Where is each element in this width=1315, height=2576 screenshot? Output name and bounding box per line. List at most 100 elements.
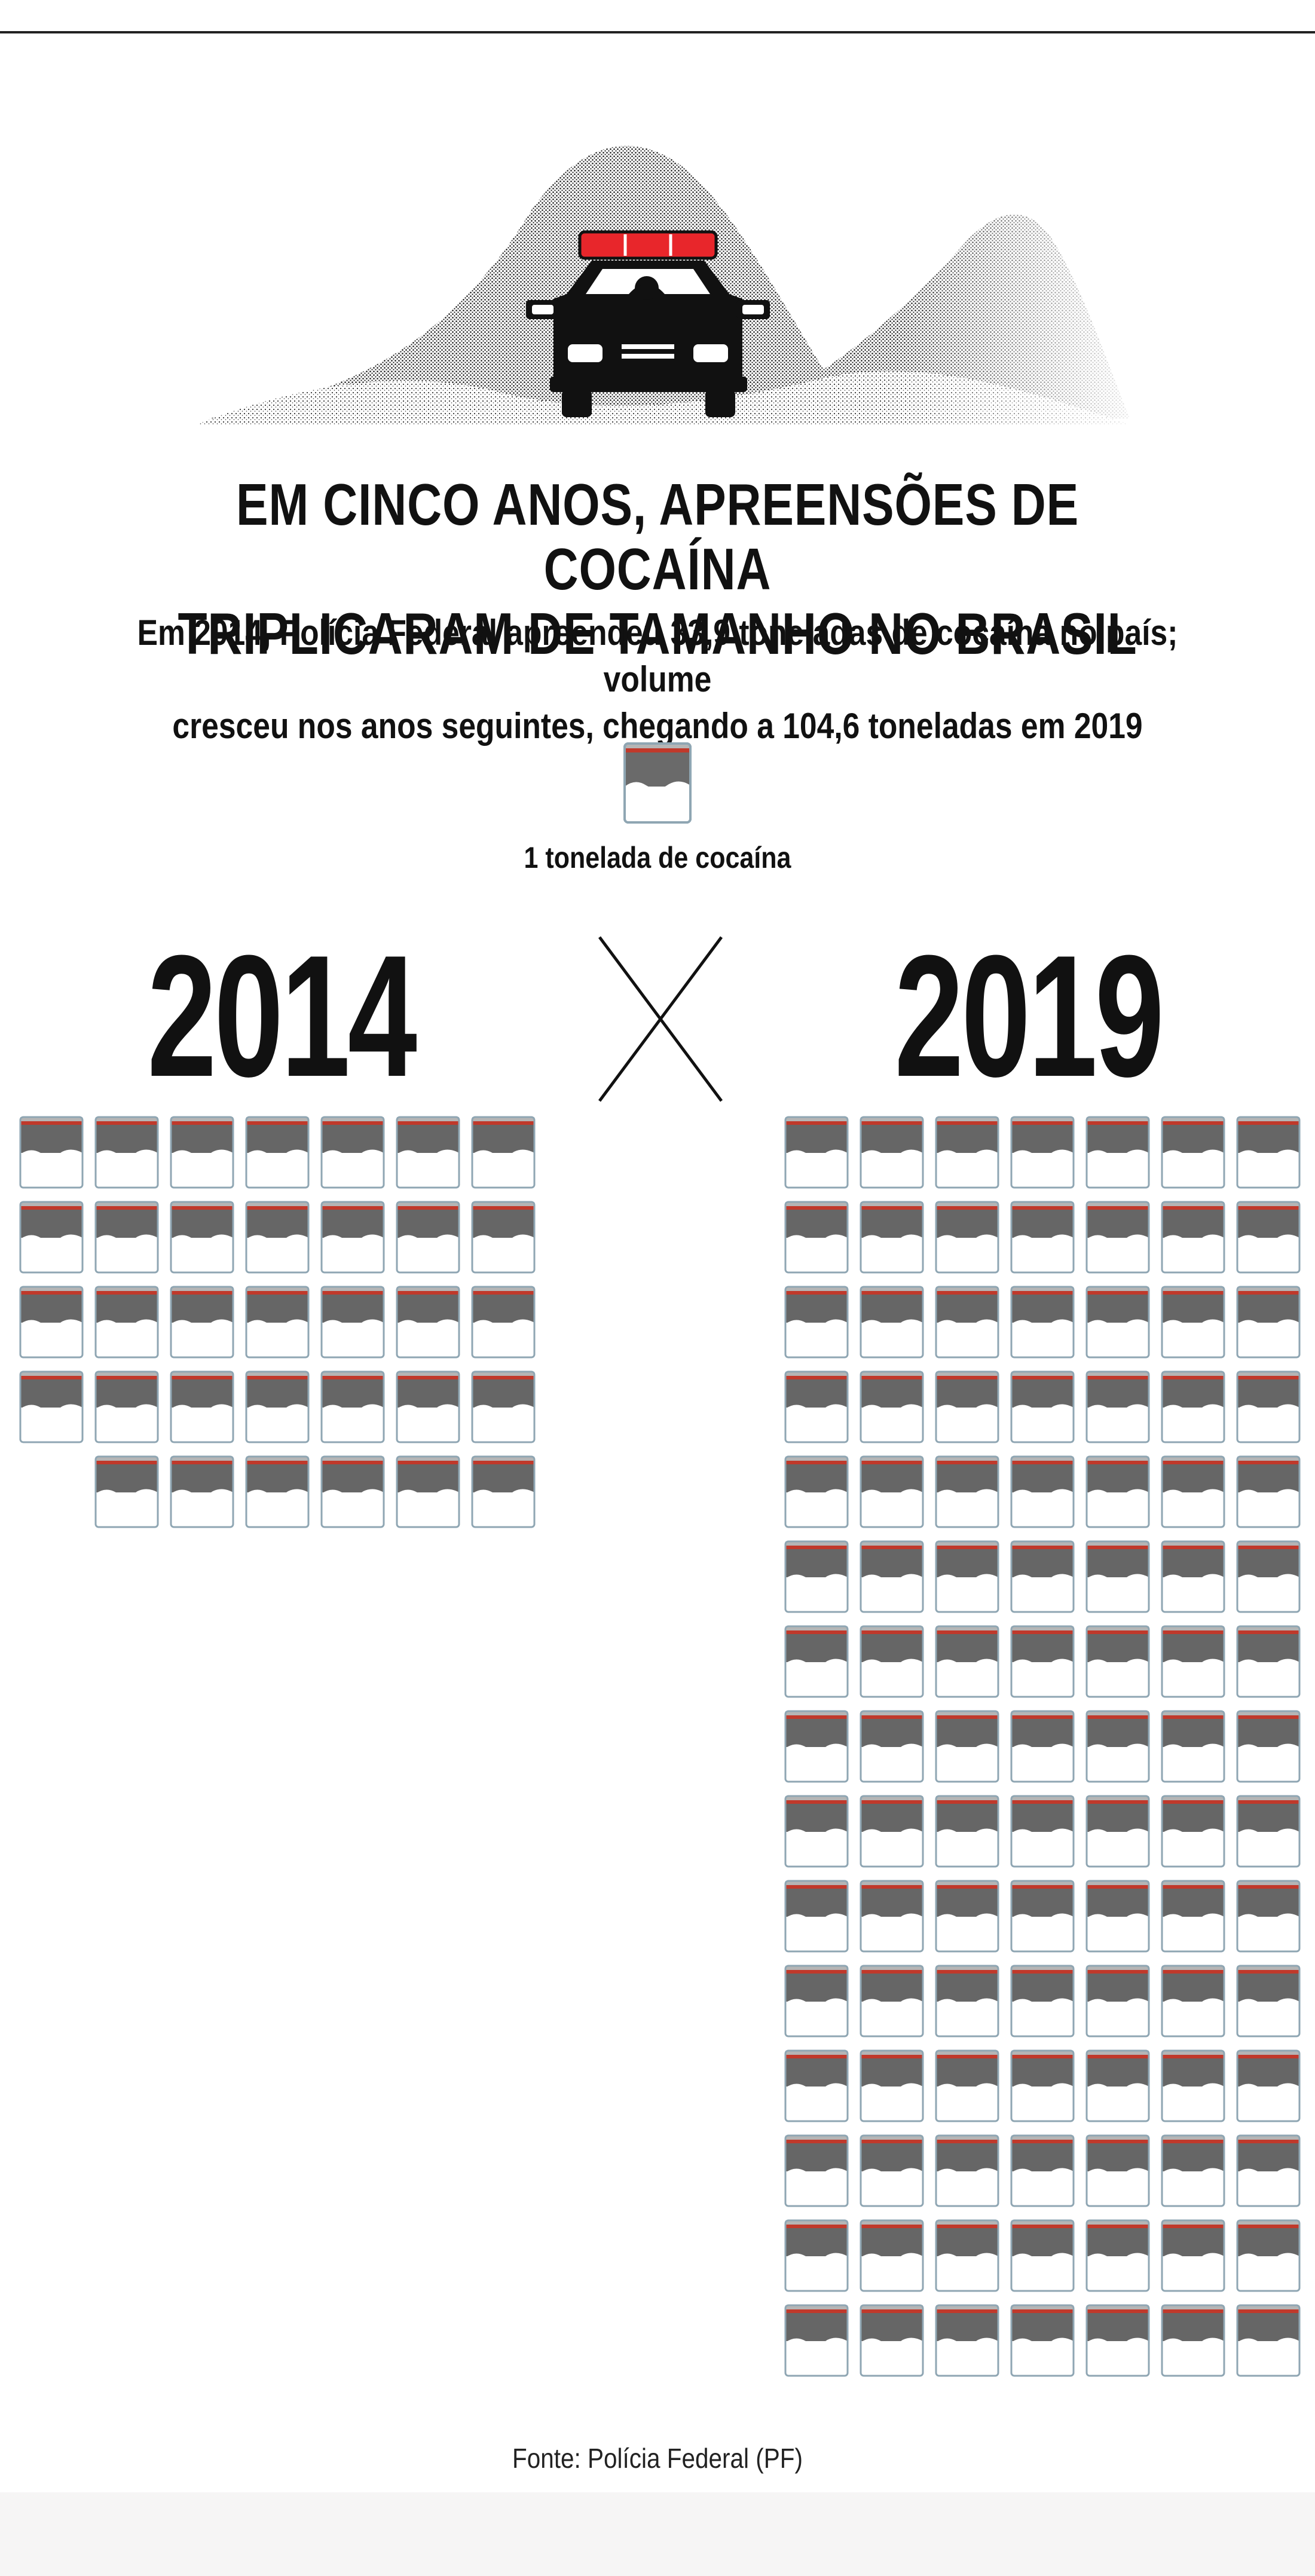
- cocaine-bag-icon: [320, 1370, 385, 1443]
- cocaine-bag-icon: [1236, 1286, 1301, 1359]
- pictogram-2019-svg: [784, 1116, 1301, 2377]
- cocaine-bag-icon: [860, 1455, 924, 1528]
- cocaine-bag-icon: [471, 1116, 536, 1189]
- pictogram-2014-svg: [19, 1116, 536, 1528]
- legend-label: 1 tonelada de cocaína: [524, 841, 791, 874]
- cocaine-bag-icon: [784, 2304, 849, 2377]
- cocaine-bag-icon: [94, 1370, 159, 1443]
- cocaine-bag-icon: [1236, 2134, 1301, 2207]
- cocaine-bag-icon: [935, 1540, 999, 1613]
- cocaine-bag-icon: [935, 1201, 999, 1274]
- cocaine-bag-icon: [935, 1710, 999, 1783]
- cocaine-bag-icon: [935, 2219, 999, 2292]
- cocaine-bag-icon: [1010, 1116, 1075, 1189]
- cocaine-bag-icon: [1010, 2134, 1075, 2207]
- cocaine-bag-icon: [860, 1201, 924, 1274]
- title-line-1: EM CINCO ANOS, APREENSÕES DE COCAÍNA: [236, 472, 1079, 602]
- cocaine-bag-icon: [1236, 2049, 1301, 2122]
- cocaine-bag-icon: [1010, 1710, 1075, 1783]
- cocaine-bag-icon: [860, 1795, 924, 1868]
- cocaine-bag-icon: [1161, 2134, 1225, 2207]
- cocaine-bag-icon: [935, 2134, 999, 2207]
- subtitle-line-1: Em 2014, Polícia Federal apreendeu 33,9 …: [137, 613, 1178, 699]
- cocaine-bag-icon: [784, 1116, 849, 1189]
- cocaine-bag-icon: [784, 1965, 849, 2037]
- cocaine-bag-icon: [396, 1455, 460, 1528]
- cocaine-bag-icon: [1010, 1201, 1075, 1274]
- cocaine-bag-icon: [19, 1201, 84, 1274]
- cocaine-bag-icon: [1161, 1201, 1225, 1274]
- cocaine-bag-icon: [784, 2049, 849, 2122]
- cocaine-bag-icon: [784, 2219, 849, 2292]
- cocaine-bag-icon: [1085, 1455, 1150, 1528]
- cocaine-bag-icon: [860, 2219, 924, 2292]
- cocaine-bag-icon: [320, 1116, 385, 1189]
- cocaine-bag-icon: [1236, 1201, 1301, 1274]
- cocaine-bag-icon: [860, 1965, 924, 2037]
- cocaine-bag-icon: [1085, 2049, 1150, 2122]
- cocaine-bag-icon: [1161, 1370, 1225, 1443]
- cocaine-bag-icon: [1085, 1201, 1150, 1274]
- cocaine-bag-icon: [1085, 1286, 1150, 1359]
- cocaine-bag-icon: [94, 1286, 159, 1359]
- subtitle: Em 2014, Polícia Federal apreendeu 33,9 …: [112, 610, 1202, 749]
- cocaine-bag-icon: [1236, 1370, 1301, 1443]
- cocaine-bag-icon: [935, 1370, 999, 1443]
- cocaine-bag-icon: [396, 1286, 460, 1359]
- cocaine-bag-icon: [784, 1286, 849, 1359]
- cocaine-bag-icon: [1010, 2304, 1075, 2377]
- cocaine-bag-icon: [170, 1455, 234, 1528]
- cocaine-bag-icon: [860, 1116, 924, 1189]
- cocaine-bag-icon: [1161, 1880, 1225, 1953]
- cocaine-bag-icon: [935, 1965, 999, 2037]
- cocaine-bag-icon: [1085, 1795, 1150, 1868]
- cocaine-bag-icon: [784, 1370, 849, 1443]
- cocaine-bag-icon: [471, 1201, 536, 1274]
- cocaine-bag-icon: [935, 1625, 999, 1698]
- cocaine-bag-icon: [784, 1880, 849, 1953]
- cocaine-bag-icon: [1085, 1710, 1150, 1783]
- cocaine-bag-icon: [1236, 1880, 1301, 1953]
- cocaine-bag-icon: [1161, 1540, 1225, 1613]
- cocaine-bag-icon: [860, 1625, 924, 1698]
- cocaine-bag-icon: [1085, 2134, 1150, 2207]
- year-label-2014: 2014: [147, 919, 417, 1113]
- cocaine-bag-icon: [94, 1116, 159, 1189]
- cocaine-bag-icon: [860, 1286, 924, 1359]
- cocaine-bag-icon: [1161, 2049, 1225, 2122]
- siren-icon: [578, 230, 718, 260]
- cocaine-bag-icon: [1236, 1795, 1301, 1868]
- cocaine-bag-icon: [1085, 1370, 1150, 1443]
- cocaine-bag-icon: [170, 1201, 234, 1274]
- cocaine-bag-icon: [245, 1455, 310, 1528]
- cocaine-bag-icon: [1161, 1710, 1225, 1783]
- subtitle-line-2: cresceu nos anos seguintes, chegando a 1…: [172, 706, 1143, 746]
- cocaine-bag-icon: [1161, 2219, 1225, 2292]
- cocaine-bag-icon: [1010, 2219, 1075, 2292]
- cocaine-bag-icon: [170, 1116, 234, 1189]
- cocaine-bag-icon: [320, 1286, 385, 1359]
- cocaine-bag-icon: [1161, 1965, 1225, 2037]
- cocaine-bag-icon: [396, 1116, 460, 1189]
- cocaine-bag-icon: [1236, 1116, 1301, 1189]
- police-car-illustration: [197, 120, 1130, 430]
- cocaine-bag-icon: [784, 1540, 849, 1613]
- cocaine-bag-icon: [19, 1286, 84, 1359]
- top-rule: [0, 31, 1315, 33]
- cocaine-bag-icon: [94, 1201, 159, 1274]
- cocaine-bag-icon: [1085, 2304, 1150, 2377]
- cocaine-bag-icon: [784, 1201, 849, 1274]
- cocaine-bag-icon: [935, 1880, 999, 1953]
- cocaine-bag-icon: [1085, 2219, 1150, 2292]
- cocaine-bag-icon: [1085, 1116, 1150, 1189]
- cocaine-bag-icon: [784, 1625, 849, 1698]
- cocaine-bag-icon: [245, 1116, 310, 1189]
- cocaine-bag-icon: [1236, 2304, 1301, 2377]
- cocaine-bag-icon: [860, 1880, 924, 1953]
- cocaine-bag-icon: [94, 1455, 159, 1528]
- cocaine-bag-icon: [320, 1201, 385, 1274]
- cocaine-bag-icon: [1161, 1625, 1225, 1698]
- cocaine-bag-icon: [471, 1370, 536, 1443]
- cocaine-bag-icon: [170, 1370, 234, 1443]
- cocaine-bag-icon: [245, 1286, 310, 1359]
